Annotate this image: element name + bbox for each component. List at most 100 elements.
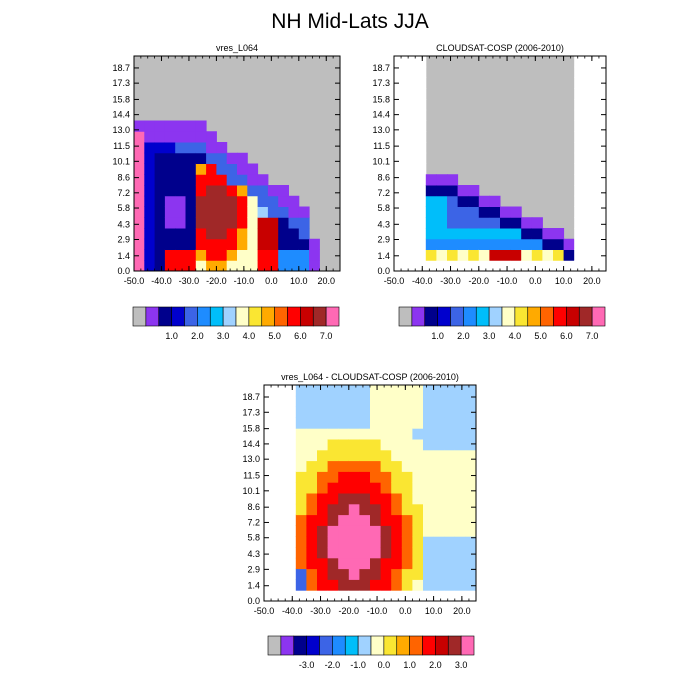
heatmap-cell [264, 406, 276, 418]
heatmap-cell [370, 525, 382, 537]
y-tick-label: 8.6 [377, 173, 390, 183]
heatmap-cell [134, 249, 145, 261]
heatmap-cell [404, 174, 416, 186]
heatmap-cell [295, 525, 307, 537]
heatmap-cell [317, 439, 329, 451]
heatmap-cell [216, 228, 228, 240]
heatmap-cell [412, 493, 424, 505]
heatmap-cell [348, 503, 360, 516]
colorbar-box [132, 306, 147, 327]
heatmap-cell [306, 579, 318, 591]
heatmap-cell [447, 238, 459, 250]
heatmap-cell [454, 406, 466, 418]
x-tick-label: -20.0 [206, 276, 227, 286]
heatmap-cell [404, 152, 416, 164]
colorbar-box [325, 306, 340, 327]
heatmap-cell [370, 579, 382, 591]
heatmap-cell [468, 260, 480, 272]
heatmap-cell [415, 217, 427, 229]
heatmap-cell [348, 579, 360, 591]
heatmap-cell [401, 590, 413, 602]
heatmap-cell [425, 185, 437, 197]
heatmap-cell [380, 449, 392, 462]
colorbar-box [158, 306, 172, 327]
heatmap-cell [195, 238, 207, 250]
heatmap-cell [394, 131, 406, 143]
heatmap-cell [285, 514, 297, 526]
heatmap-cell [144, 206, 156, 218]
heatmap-cell [359, 547, 371, 559]
heatmap-cell [338, 579, 350, 591]
heatmap-cell [531, 228, 543, 240]
heatmap-cell [185, 238, 197, 250]
heatmap-cell [433, 579, 445, 591]
heatmap-cell [338, 590, 350, 602]
colorbar-box [501, 306, 516, 327]
heatmap-cell [295, 385, 307, 397]
colorbar-box [267, 635, 282, 656]
heatmap-cell [595, 99, 607, 111]
heatmap-cell [521, 260, 533, 272]
heatmap-cell [185, 131, 197, 143]
heatmap-cell [359, 428, 371, 440]
x-tick-label: -50.0 [254, 606, 275, 616]
heatmap-cell [306, 395, 318, 408]
heatmap-cell [295, 428, 307, 440]
heatmap-cell [288, 228, 300, 240]
y-tick-label: 13.0 [242, 454, 260, 464]
heatmap-cell [278, 206, 289, 218]
heatmap-cell [500, 206, 512, 218]
heatmap-cell [425, 195, 437, 207]
heatmap-cell [338, 417, 350, 429]
colorbar-box [184, 306, 198, 327]
heatmap-cell [278, 260, 289, 272]
heatmap-cell [415, 228, 427, 240]
heatmap-cell [327, 568, 339, 580]
heatmap-cell [134, 195, 145, 207]
heatmap-cell [264, 471, 276, 483]
heatmap-cell [380, 406, 392, 418]
heatmap-cell [370, 557, 382, 570]
heatmap-cell [226, 206, 238, 218]
colorbar-box [396, 635, 410, 656]
heatmap-cell [175, 163, 186, 175]
heatmap-cell [327, 590, 339, 602]
heatmap-cell [468, 185, 480, 197]
heatmap-cell [274, 406, 286, 418]
heatmap-cell [447, 206, 459, 218]
heatmap-cell [423, 568, 435, 580]
heatmap-cell [531, 260, 543, 272]
heatmap-cell [278, 238, 289, 250]
heatmap-cell [288, 206, 300, 218]
heatmap-cell [206, 238, 217, 250]
heatmap-cell [195, 163, 207, 175]
heatmap-cell [394, 206, 406, 218]
heatmap-cell [237, 163, 248, 175]
heatmap-cell [274, 557, 286, 570]
heatmap-cell [278, 217, 289, 229]
heatmap-cell [584, 66, 596, 78]
heatmap-cell [380, 568, 392, 580]
heatmap-cell [595, 152, 607, 164]
heatmap-cell [457, 195, 469, 207]
heatmap-cell [433, 449, 445, 462]
heatmap-cell [327, 449, 339, 462]
plot-title: CLOUDSAT-COSP (2006-2010) [436, 43, 564, 53]
heatmap-cell [306, 482, 318, 494]
colorbar-label: 1.0 [431, 331, 444, 341]
heatmap-cell [380, 482, 392, 494]
colorbar-box [248, 306, 263, 327]
colorbar-box [235, 306, 250, 327]
heatmap-cell [412, 482, 424, 494]
x-tick-label: -10.0 [367, 606, 388, 616]
heatmap-cell [489, 228, 501, 240]
heatmap-cell [415, 195, 427, 207]
heatmap-cell [216, 142, 228, 154]
heatmap-cell [257, 228, 269, 240]
heatmap-cell [500, 260, 512, 272]
y-tick-label: 11.5 [243, 471, 260, 481]
heatmap-cell [185, 142, 197, 154]
x-tick-label: -40.0 [412, 276, 433, 286]
heatmap-cell [415, 109, 427, 121]
y-tick-label: 14.4 [242, 439, 260, 449]
